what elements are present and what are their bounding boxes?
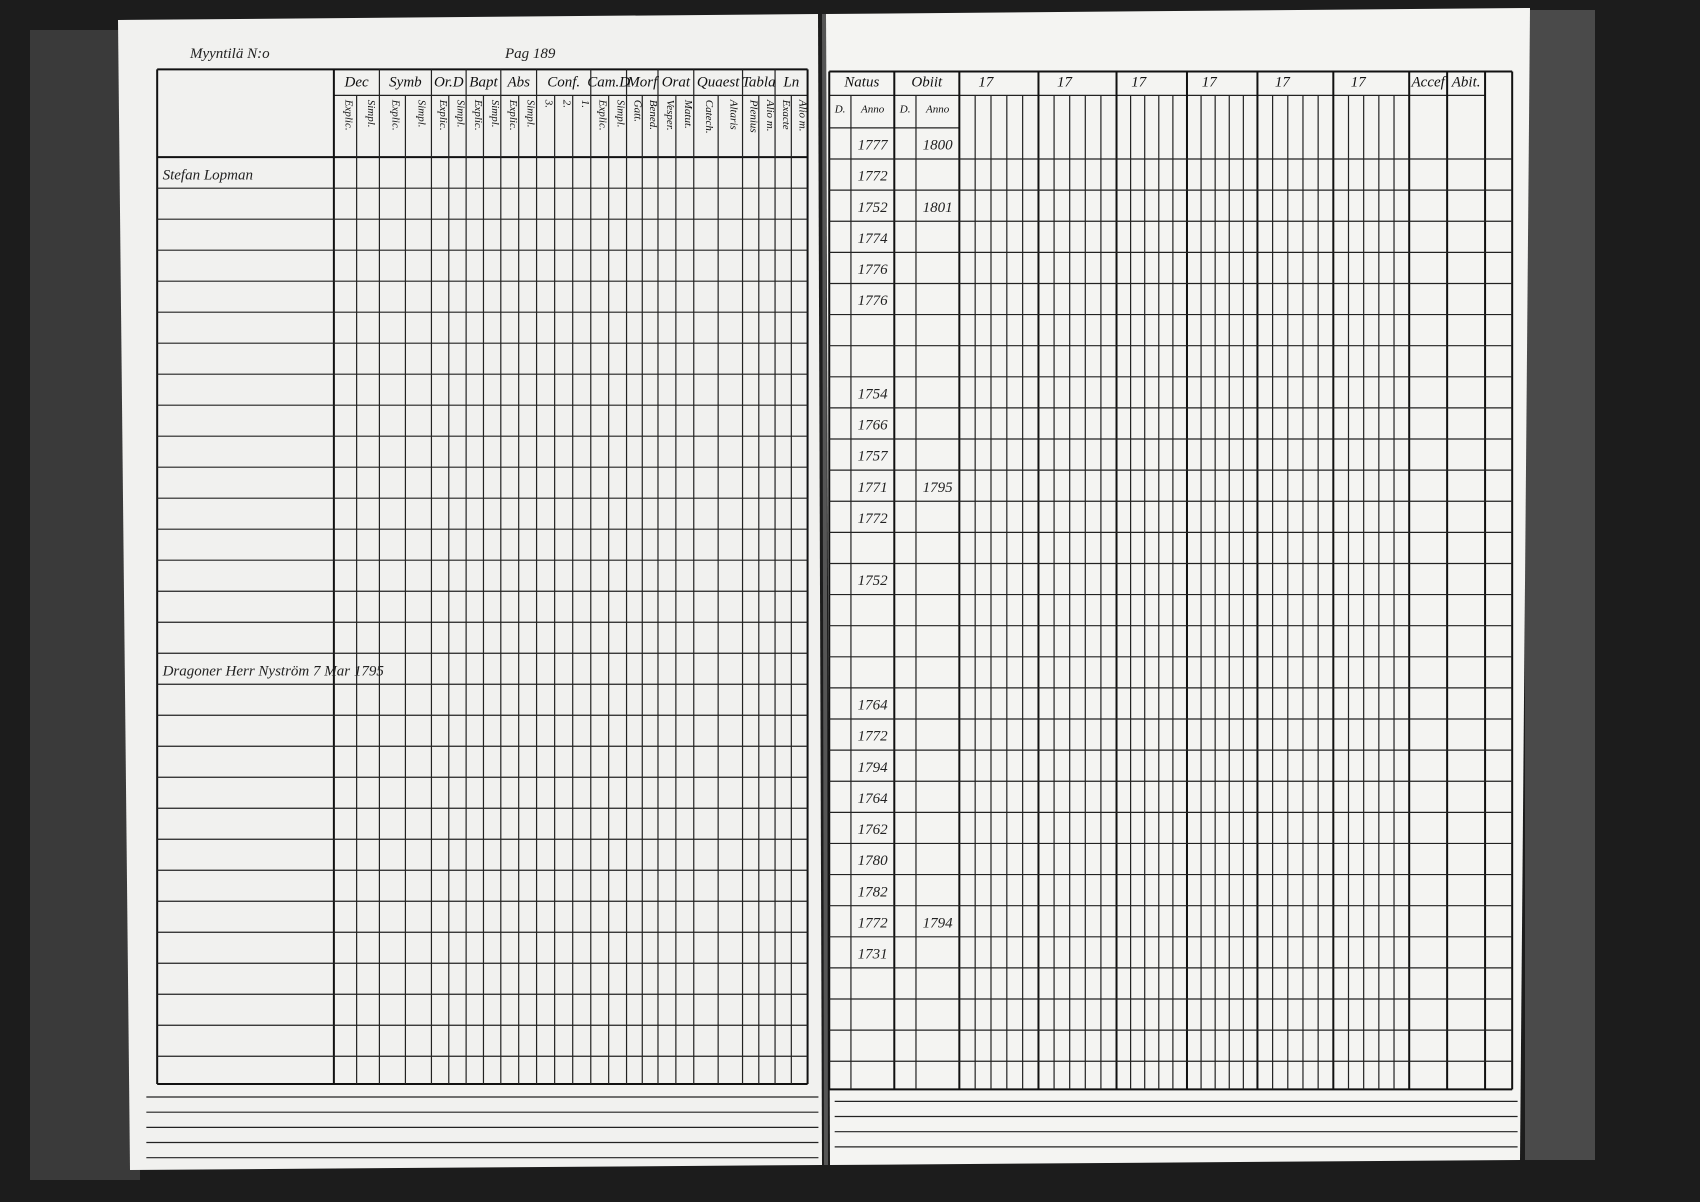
column-subheader: Alio m. bbox=[796, 99, 808, 132]
death-year: 1794 bbox=[923, 915, 954, 931]
column-header: Or.D bbox=[434, 75, 464, 91]
column-subheader: Plenius bbox=[748, 99, 760, 133]
column-subheader: Gatt. bbox=[631, 100, 643, 122]
column-header: 17 bbox=[1351, 75, 1368, 91]
page-number: Pag 189 bbox=[504, 46, 556, 62]
column-header: Quaest bbox=[697, 75, 740, 91]
column-subheader: Simpl. bbox=[454, 100, 466, 128]
column-subheader: Anno bbox=[925, 104, 950, 116]
birth-year: 1774 bbox=[858, 231, 889, 247]
column-header: Tabla bbox=[742, 75, 776, 91]
death-year: 1800 bbox=[923, 138, 954, 154]
birth-year: 1752 bbox=[858, 573, 889, 589]
column-subheader: Explic. bbox=[342, 99, 354, 131]
column-header: Symb bbox=[389, 75, 422, 91]
column-header: Abs bbox=[506, 75, 530, 91]
gutter bbox=[822, 13, 828, 1166]
birth-year: 1780 bbox=[858, 853, 889, 869]
birth-year: 1754 bbox=[858, 386, 889, 402]
right-page bbox=[826, 8, 1530, 1165]
entry-name: Dragoner Herr Nyström 7 Mar 1795 bbox=[162, 664, 385, 680]
birth-year: 1762 bbox=[858, 822, 889, 838]
birth-year: 1757 bbox=[858, 449, 890, 465]
column-header: Natus bbox=[843, 75, 879, 91]
birth-year: 1776 bbox=[858, 293, 889, 309]
column-subheader: Simpl. bbox=[525, 100, 537, 128]
birth-year: 1776 bbox=[858, 262, 889, 278]
birth-year: 1766 bbox=[858, 418, 889, 434]
column-subheader: 1. bbox=[579, 100, 591, 108]
column-header: Morf bbox=[626, 75, 659, 91]
column-subheader: D. bbox=[899, 104, 911, 116]
birth-year: 1772 bbox=[858, 169, 889, 185]
birth-year: 1772 bbox=[858, 729, 889, 745]
birth-year: 1771 bbox=[858, 480, 888, 496]
column-subheader: Explic. bbox=[597, 99, 609, 131]
death-year: 1801 bbox=[923, 200, 953, 216]
column-subheader: 3. bbox=[543, 99, 555, 108]
column-subheader: Explic. bbox=[472, 99, 484, 131]
column-header: Accef bbox=[1411, 75, 1447, 91]
column-subheader: Simpl. bbox=[615, 100, 627, 128]
birth-year: 1764 bbox=[858, 791, 889, 807]
book-edge-right bbox=[1525, 10, 1595, 1160]
birth-year: 1752 bbox=[858, 200, 889, 216]
birth-year: 1772 bbox=[858, 511, 889, 527]
column-subheader: Simpl. bbox=[489, 100, 501, 128]
column-subheader: Altaris bbox=[727, 99, 739, 130]
column-header: Conf. bbox=[547, 75, 580, 91]
column-subheader: Bened. bbox=[647, 100, 659, 130]
column-header: Cam.D bbox=[587, 75, 630, 91]
column-header: Obiit bbox=[911, 75, 943, 91]
left-page bbox=[118, 14, 822, 1170]
column-subheader: Catech. bbox=[703, 100, 715, 134]
column-subheader: Matut. bbox=[682, 99, 694, 129]
birth-year: 1772 bbox=[858, 915, 889, 931]
column-header: 17 bbox=[1275, 75, 1292, 91]
birth-year: 1782 bbox=[858, 884, 889, 900]
entry-name: Stefan Lopman bbox=[163, 168, 253, 184]
column-header: 17 bbox=[1057, 75, 1074, 91]
column-header: 17 bbox=[1131, 75, 1148, 91]
column-header: 17 bbox=[1202, 75, 1219, 91]
column-subheader: D. bbox=[834, 104, 846, 116]
column-header: Abit. bbox=[1451, 75, 1481, 91]
column-header: Orat bbox=[662, 75, 691, 91]
birth-year: 1764 bbox=[858, 698, 889, 714]
farm-title: Myyntilä N:o bbox=[189, 46, 270, 62]
birth-year: 1731 bbox=[858, 946, 888, 962]
column-header: 17 bbox=[978, 75, 995, 91]
column-subheader: Anno bbox=[860, 104, 885, 116]
column-subheader: Alio m. bbox=[764, 99, 776, 132]
column-subheader: Explic. bbox=[437, 99, 449, 131]
death-year: 1795 bbox=[923, 480, 954, 496]
column-subheader: 2. bbox=[561, 100, 573, 108]
column-header: Bapt bbox=[469, 75, 498, 91]
column-subheader: Simpl. bbox=[415, 100, 427, 128]
column-subheader: Explic. bbox=[389, 99, 401, 131]
column-header: Ln bbox=[782, 75, 799, 91]
birth-year: 1777 bbox=[858, 138, 890, 154]
column-subheader: Vesper. bbox=[664, 100, 676, 131]
column-subheader: Simpl. bbox=[365, 100, 377, 128]
column-subheader: Exacte bbox=[780, 99, 792, 130]
birth-year: 1794 bbox=[858, 760, 889, 776]
column-subheader: Explic. bbox=[507, 99, 519, 131]
column-header: Dec bbox=[344, 75, 369, 91]
